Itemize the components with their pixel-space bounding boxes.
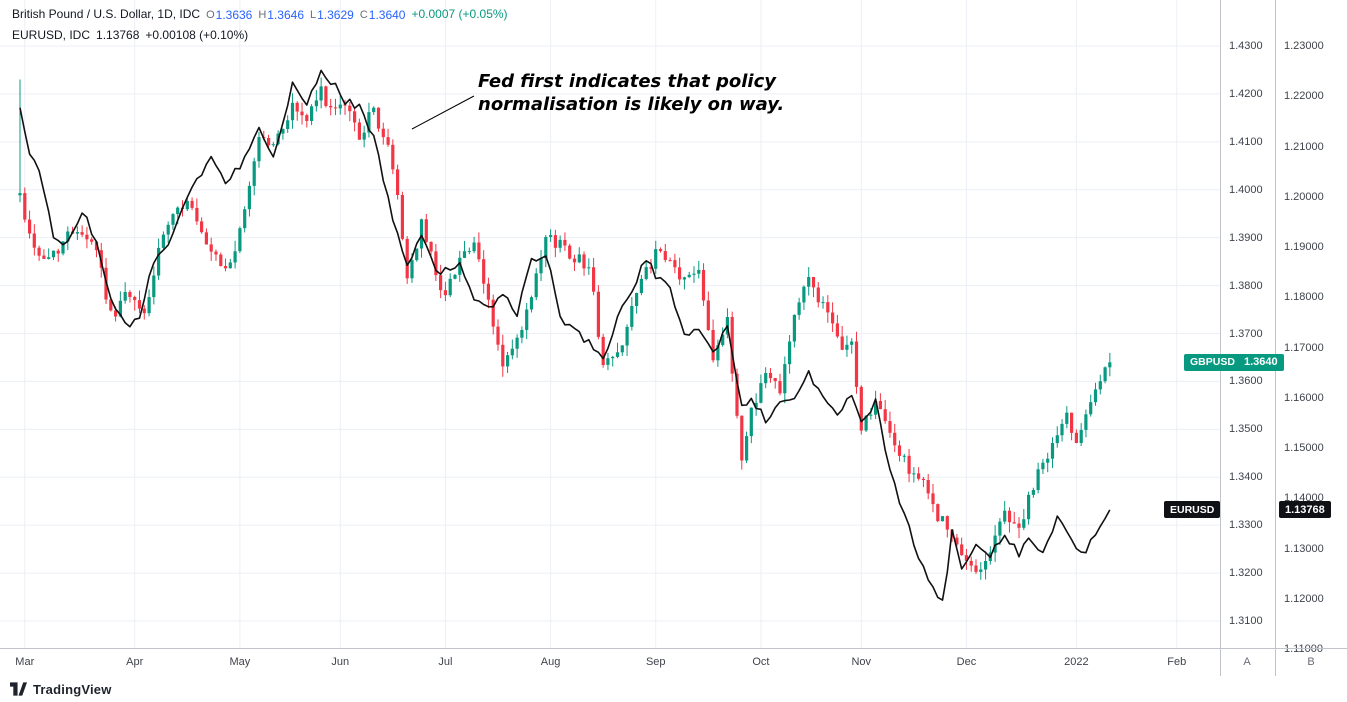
time-axis[interactable]: A B Mar Apr May Jun Jul Aug Sep Oct Nov Dec 2022 Fe… bbox=[0, 648, 1347, 676]
eurusd-title: EURUSD, IDC bbox=[12, 28, 91, 42]
legend: British Pound / U.S. Dollar, 1D, IDC O 1.… bbox=[12, 7, 508, 48]
scale-b-price-label: 1.17000 bbox=[1284, 341, 1324, 354]
legend-gbpusd-row[interactable]: British Pound / U.S. Dollar, 1D, IDC O 1.… bbox=[12, 7, 508, 23]
tradingview-brand-text[interactable]: TradingView bbox=[33, 681, 112, 697]
scale-b-price-label: 1.12000 bbox=[1284, 592, 1324, 605]
gbpusd-low: L 1.3629 bbox=[310, 8, 354, 22]
scale-a-price-label: 1.3300 bbox=[1229, 519, 1263, 532]
time-axis-label: Nov bbox=[851, 656, 872, 668]
time-axis-label: Oct bbox=[752, 656, 770, 668]
scale-b-letter[interactable]: B bbox=[1307, 656, 1315, 668]
time-axis-label: Jun bbox=[331, 656, 350, 668]
scale-a-letter[interactable]: A bbox=[1243, 656, 1251, 668]
gbpusd-title: British Pound / U.S. Dollar, 1D, IDC bbox=[12, 7, 201, 21]
gbpusd-open: O 1.3636 bbox=[206, 8, 253, 22]
gbpusd-symbol-label: GBPUSD bbox=[1184, 353, 1241, 371]
price-scale-a[interactable]: 1.3640 1.4300 1.4200 1.4100 1.4000 1.3900 1.3… bbox=[1220, 0, 1284, 648]
gbpusd-price-badge: 1.3640 bbox=[1238, 353, 1284, 371]
scale-a-price-label: 1.3200 bbox=[1229, 567, 1263, 580]
eurusd-symbol-label: EURUSD bbox=[1164, 501, 1221, 519]
gbpusd-high: H 1.3646 bbox=[258, 8, 304, 22]
annotation-line-2: normalisation is likely on way. bbox=[478, 94, 785, 115]
chart-canvas[interactable] bbox=[0, 0, 1220, 648]
grid-lines bbox=[0, 0, 1220, 648]
annotation-note[interactable]: Fed first indicates that policy normalis… bbox=[478, 70, 784, 116]
scale-b-price-label: 1.21000 bbox=[1284, 140, 1324, 153]
footer: TradingView bbox=[0, 676, 1347, 702]
eurusd-line-series[interactable] bbox=[19, 69, 1111, 601]
scale-b-price-label: 1.16000 bbox=[1284, 391, 1324, 404]
annotation-line-1: Fed first indicates that policy bbox=[478, 71, 776, 92]
scale-b-price-label: 1.11000 bbox=[1284, 643, 1323, 655]
scale-a-price-label: 1.3700 bbox=[1229, 327, 1263, 340]
scale-a-price-label: 1.3900 bbox=[1229, 231, 1263, 244]
time-axis-label: Sep bbox=[645, 656, 666, 668]
gbpusd-candles-series[interactable] bbox=[18, 77, 1112, 580]
annotation-pointer-line[interactable] bbox=[411, 95, 475, 130]
time-axis-label: Feb bbox=[1167, 656, 1187, 668]
gbpusd-change: +0.0007 (+0.05%) bbox=[411, 7, 508, 21]
gbpusd-close: C 1.3640 bbox=[359, 8, 406, 22]
time-axis-label: 2022 bbox=[1064, 656, 1089, 668]
time-axis-label: Apr bbox=[126, 656, 144, 668]
scale-b-price-label: 1.22000 bbox=[1284, 90, 1324, 103]
time-axis-label: Dec bbox=[956, 656, 977, 668]
scale-b-price-label: 1.18000 bbox=[1284, 291, 1324, 304]
eurusd-value: 1.13768 bbox=[96, 28, 140, 42]
scale-b-price-label: 1.13000 bbox=[1284, 542, 1324, 555]
scale-b-price-label: 1.19000 bbox=[1284, 241, 1324, 253]
scale-a-price-label: 1.3500 bbox=[1229, 423, 1263, 436]
chart-row: British Pound / U.S. Dollar, 1D, IDC O 1.… bbox=[0, 0, 1347, 655]
scale-b-price-label: 1.14000 bbox=[1284, 492, 1324, 505]
scale-a-price-label: 1.4200 bbox=[1229, 87, 1263, 100]
eurusd-change: +0.00108 (+0.10%) bbox=[145, 28, 249, 42]
scale-b-price-label: 1.23000 bbox=[1284, 40, 1324, 52]
time-axis-label: Aug bbox=[540, 656, 561, 668]
scale-a-price-label: 1.3100 bbox=[1229, 615, 1263, 627]
legend-eurusd-row[interactable]: EURUSD, IDC 1.13768 +0.00108 (+0.10%) bbox=[12, 28, 508, 43]
scale-a-price-label: 1.3400 bbox=[1229, 471, 1263, 484]
scale-b-price-label: 1.15000 bbox=[1284, 442, 1324, 454]
scale-a-price-label: 1.4000 bbox=[1229, 183, 1263, 196]
eurusd-price-badge: 1.13768 bbox=[1279, 501, 1331, 519]
scale-a-price-label: 1.3600 bbox=[1229, 375, 1263, 388]
time-axis-label: May bbox=[229, 656, 251, 668]
scale-a-price-label: 1.4100 bbox=[1229, 135, 1263, 148]
price-scale-b[interactable]: 1.13768 1.23000 1.22000 1.21000 1.20000 1.19… bbox=[1275, 0, 1347, 655]
time-axis-label: Jul bbox=[438, 656, 453, 668]
axis-separator-2 bbox=[1275, 649, 1276, 676]
scale-a-price-label: 1.4300 bbox=[1229, 40, 1263, 52]
scale-b-price-label: 1.20000 bbox=[1284, 190, 1324, 203]
scale-a-price-label: 1.3800 bbox=[1229, 279, 1263, 292]
time-axis-label: Mar bbox=[15, 656, 35, 668]
chart-plot-area[interactable]: British Pound / U.S. Dollar, 1D, IDC O 1.… bbox=[0, 0, 1220, 648]
tradingview-logo-icon[interactable] bbox=[10, 682, 27, 696]
axis-separator-1 bbox=[1220, 649, 1221, 676]
